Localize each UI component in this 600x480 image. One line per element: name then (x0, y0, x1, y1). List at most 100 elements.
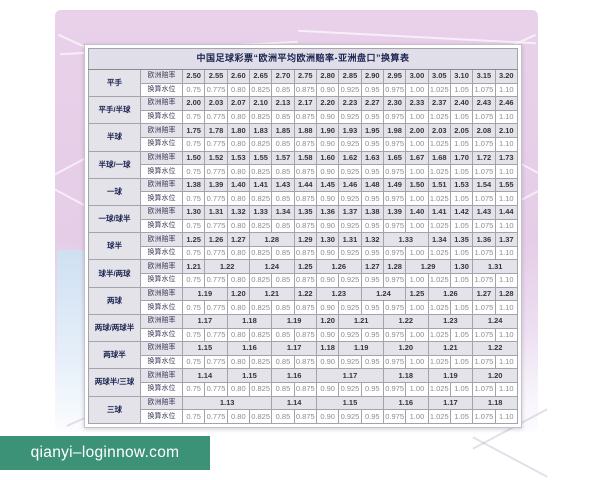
table-row: 两球半/三球 欧洲赔率 1.14 1.15 1.16 1.17 1.18 1.19 1.20 (88, 368, 518, 397)
water-value-cell: 0.80 (226, 218, 250, 234)
water-value-cell: 1.10 (494, 409, 519, 424)
water-value-cell: 0.85 (271, 381, 295, 397)
odds-value-cell: 2.33 (405, 96, 429, 111)
water-value-cell: 0.85 (271, 164, 295, 179)
water-value-cell: 0.90 (315, 191, 340, 207)
odds-value-cell: 1.27 (472, 286, 496, 302)
odds-row-label: 欧洲赔率 (140, 341, 183, 356)
odds-value-cell: 1.75 (181, 123, 206, 138)
odds-value-cell: 1.18 (315, 341, 340, 356)
handicap-label: 两球 (88, 286, 141, 315)
water-value-cell: 0.80 (226, 273, 250, 288)
odds-value-cell: 1.18 (226, 313, 273, 329)
table-row: 换算水位 0.75 0.775 0.80 0.825 0.85 0.875 0.90 0.925… (89, 409, 519, 424)
odds-value-cell: 1.21 (338, 313, 384, 329)
water-value-cell: 1.075 (472, 245, 496, 261)
odds-value-cell: 1.65 (382, 150, 407, 166)
odds-value-cell: 1.95 (360, 123, 384, 138)
handicap-label: 一球 (88, 177, 141, 207)
odds-value-cell: 1.40 (405, 205, 429, 220)
odds-value-cell: 1.57 (271, 150, 295, 166)
water-value-cell: 1.025 (427, 164, 451, 179)
odds-row-label: 欧洲赔率 (140, 286, 183, 302)
watermark-text: qianyi–loginnow.com (30, 444, 180, 461)
water-value-cell: 0.775 (204, 82, 228, 98)
odds-row-label: 欧洲赔率 (140, 123, 183, 138)
odds-value-cell: 1.37 (494, 232, 519, 247)
odds-value-cell: 1.27 (360, 259, 384, 275)
water-value-cell: 0.90 (315, 300, 340, 315)
water-value-cell: 0.80 (226, 109, 250, 125)
odds-value-cell: 1.15 (315, 395, 384, 411)
water-value-cell: 0.75 (181, 218, 206, 234)
odds-value-cell: 1.16 (271, 368, 317, 383)
odds-value-cell: 1.16 (226, 341, 273, 356)
odds-value-cell: 2.46 (494, 96, 519, 111)
odds-row-label: 欧洲赔率 (140, 259, 183, 275)
odds-value-cell: 1.38 (181, 177, 206, 193)
water-value-cell: 1.075 (472, 381, 496, 397)
water-value-cell: 1.025 (427, 354, 451, 370)
water-value-cell: 1.00 (405, 327, 429, 343)
water-value-cell: 1.025 (427, 327, 451, 343)
handicap-label: 平手 (88, 68, 141, 98)
table-row: 平手/半球 欧洲赔率 2.00 2.03 2.07 2.10 2.13 2.17 2.20 2.2… (88, 96, 519, 125)
water-value-cell: 0.775 (204, 273, 228, 288)
water-value-cell: 0.925 (338, 354, 362, 370)
odds-value-cell: 2.55 (204, 68, 228, 84)
odds-value-cell: 2.20 (315, 96, 340, 111)
water-value-cell: 1.00 (405, 109, 429, 125)
water-value-cell: 1.10 (494, 354, 519, 370)
water-value-cell: 0.775 (204, 164, 228, 179)
water-value-cell: 0.90 (315, 327, 340, 343)
table-row: 换算水位 0.75 0.775 0.80 0.825 0.85 0.875 0.90 0.925… (89, 273, 519, 288)
odds-value-cell: 1.20 (382, 341, 429, 356)
water-value-cell: 0.75 (181, 82, 206, 98)
table-row: 换算水位 0.75 0.775 0.80 0.825 0.85 0.875 0.90 0.925… (89, 381, 519, 397)
water-value-cell: 1.075 (472, 409, 496, 424)
water-value-cell: 0.825 (248, 218, 273, 234)
water-value-cell: 1.10 (494, 82, 519, 98)
odds-value-cell: 1.39 (204, 177, 228, 193)
water-row-label: 换算水位 (140, 300, 183, 315)
odds-value-cell: 1.24 (472, 313, 518, 329)
water-value-cell: 0.925 (338, 164, 362, 179)
odds-value-cell: 1.20 (472, 368, 518, 383)
water-value-cell: 0.95 (360, 109, 384, 125)
water-value-cell: 0.75 (181, 409, 206, 424)
handicap-label: 球半/两球 (88, 259, 141, 288)
odds-value-cell: 2.75 (293, 68, 317, 84)
water-value-cell: 1.075 (472, 164, 496, 179)
table-row: 换算水位 0.75 0.775 0.80 0.825 0.85 0.875 0.90 0.925… (89, 191, 519, 207)
odds-value-cell: 2.23 (338, 96, 362, 111)
odds-value-cell: 3.00 (405, 68, 429, 84)
water-value-cell: 1.00 (405, 136, 429, 152)
odds-value-cell: 1.41 (427, 205, 451, 220)
water-value-cell: 0.75 (181, 354, 206, 370)
water-value-cell: 1.00 (405, 354, 429, 370)
table-row: 三球 欧洲赔率 1.13 1.14 1.15 1.16 1.17 1.18 (88, 395, 518, 425)
water-value-cell: 0.975 (382, 409, 407, 424)
odds-value-cell: 1.38 (360, 205, 384, 220)
handicap-label: 两球/两球半 (88, 313, 141, 343)
water-value-cell: 0.925 (338, 82, 362, 98)
water-value-cell: 0.775 (204, 218, 228, 234)
odds-value-cell: 1.48 (360, 177, 384, 193)
water-value-cell: 0.80 (226, 191, 250, 207)
table-row: 换算水位 0.75 0.775 0.80 0.825 0.85 0.875 0.90 0.925… (89, 300, 519, 315)
water-row-label: 换算水位 (140, 164, 183, 179)
odds-value-cell: 2.07 (226, 96, 250, 111)
water-value-cell: 0.95 (360, 409, 384, 424)
water-value-cell: 0.95 (360, 164, 384, 179)
water-value-cell: 1.075 (472, 327, 496, 343)
water-value-cell: 0.925 (338, 218, 362, 234)
odds-value-cell: 3.10 (449, 68, 474, 84)
table-row: 换算水位 0.75 0.775 0.80 0.825 0.85 0.875 0.90 0.925… (89, 82, 519, 98)
water-value-cell: 0.75 (181, 300, 206, 315)
water-value-cell: 1.05 (449, 191, 474, 207)
water-value-cell: 1.00 (405, 164, 429, 179)
water-value-cell: 1.025 (427, 273, 451, 288)
odds-value-cell: 1.20 (226, 286, 250, 302)
water-value-cell: 0.775 (204, 409, 228, 424)
water-value-cell: 0.875 (293, 109, 317, 125)
